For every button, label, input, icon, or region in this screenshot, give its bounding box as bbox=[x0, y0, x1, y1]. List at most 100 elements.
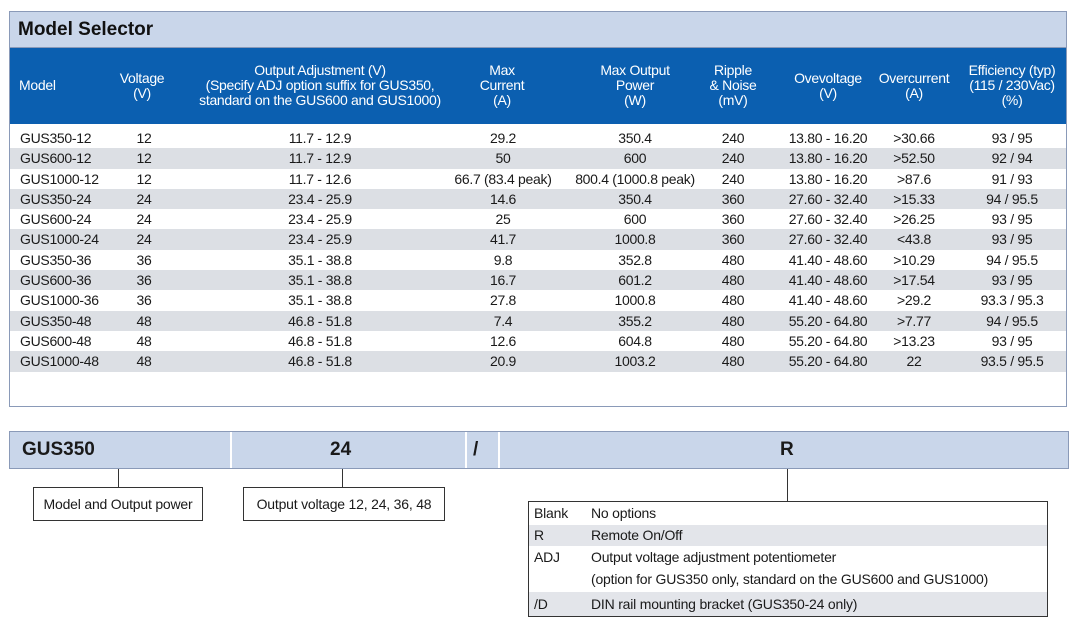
cell-voltage: 24 bbox=[136, 231, 152, 248]
cell-overcurrent: >87.6 bbox=[897, 170, 931, 187]
option-row: ADJ Output voltage adjustment potentiome… bbox=[529, 547, 1047, 568]
header-ripple-noise: Ripple & Noise (mV) bbox=[709, 62, 757, 108]
cell-overvoltage: 55.20 - 64.80 bbox=[788, 353, 868, 370]
cell-model: GUS1000-24 bbox=[20, 231, 99, 248]
table-row: GUS1000-24 24 23.4 - 25.9 41.7 1000.8 360 27.6… bbox=[9, 229, 1067, 250]
cell-voltage: 36 bbox=[136, 251, 152, 268]
cell-max-current: 7.4 bbox=[493, 312, 513, 329]
cell-voltage: 48 bbox=[136, 353, 152, 370]
cell-model: GUS600-24 bbox=[20, 211, 92, 228]
cell-max-current: 14.6 bbox=[489, 190, 517, 207]
cell-efficiency: 92 / 94 bbox=[991, 150, 1033, 167]
option-code: ADJ bbox=[534, 549, 560, 565]
cell-overcurrent: >13.23 bbox=[893, 332, 935, 349]
cell-overcurrent: >7.77 bbox=[897, 312, 931, 329]
table-row: GUS600-24 24 23.4 - 25.9 25 600 360 27.60 - 32… bbox=[9, 209, 1067, 230]
part-number-bar: GUS350 24 / R bbox=[9, 431, 1069, 469]
cell-voltage: 48 bbox=[136, 332, 152, 349]
cell-max-output-power: 604.8 bbox=[618, 332, 652, 349]
table-row: GUS350-48 48 46.8 - 51.8 7.4 355.2 480 55.20 -… bbox=[9, 310, 1067, 331]
title-bar: Model Selector bbox=[9, 11, 1067, 47]
cell-ripple-noise: 360 bbox=[721, 190, 745, 207]
cell-output-adjustment: 46.8 - 51.8 bbox=[288, 312, 352, 329]
table-row: GUS350-12 12 11.7 - 12.9 29.2 350.4 240 13.80 … bbox=[9, 128, 1067, 149]
option-code: /D bbox=[534, 596, 548, 612]
cell-model: GUS350-36 bbox=[20, 251, 92, 268]
cell-overcurrent: 22 bbox=[906, 353, 922, 370]
option-desc: Output voltage adjustment potentiometer bbox=[591, 549, 837, 565]
cell-output-adjustment: 46.8 - 51.8 bbox=[288, 353, 352, 370]
cell-max-current: 16.7 bbox=[489, 272, 517, 289]
cell-voltage: 36 bbox=[136, 272, 152, 289]
cell-efficiency: 93 / 95 bbox=[991, 130, 1033, 146]
cell-ripple-noise: 480 bbox=[721, 332, 745, 349]
cell-efficiency: 93 / 95 bbox=[991, 332, 1033, 349]
cell-max-current: 20.9 bbox=[489, 353, 517, 370]
cell-output-adjustment: 23.4 - 25.9 bbox=[288, 231, 352, 248]
table-row: GUS600-36 36 35.1 - 38.8 16.7 601.2 480 41.40 … bbox=[9, 270, 1067, 291]
table-row: GUS1000-12 12 11.7 - 12.6 66.7 (83.4 peak) 8… bbox=[9, 168, 1067, 189]
cell-overvoltage: 13.80 - 16.20 bbox=[788, 150, 868, 167]
cell-max-current: 25 bbox=[495, 211, 511, 228]
header-overcurrent: Overcurrent (A) bbox=[878, 69, 950, 101]
header-voltage: Voltage (V) bbox=[119, 69, 165, 101]
cell-output-adjustment: 35.1 - 38.8 bbox=[288, 251, 352, 268]
cell-max-current: 9.8 bbox=[493, 251, 513, 268]
model-legend-box: Model and Output power bbox=[33, 487, 203, 521]
voltage-legend-text: Output voltage 12, 24, 36, 48 bbox=[256, 496, 432, 512]
table-row: GUS1000-36 36 35.1 - 38.8 27.8 1000.8 480 41.4… bbox=[9, 290, 1067, 311]
cell-overvoltage: 41.40 - 48.60 bbox=[788, 292, 868, 309]
cell-model: GUS1000-12 bbox=[20, 170, 99, 187]
cell-voltage: 36 bbox=[136, 292, 152, 309]
pn-option: R bbox=[780, 439, 794, 460]
cell-overvoltage: 13.80 - 16.20 bbox=[788, 170, 868, 187]
cell-max-current: 41.7 bbox=[489, 231, 517, 248]
cell-ripple-noise: 240 bbox=[721, 170, 745, 187]
cell-max-current: 66.7 (83.4 peak) bbox=[454, 170, 552, 187]
cell-overvoltage: 41.40 - 48.60 bbox=[788, 272, 868, 289]
cell-voltage: 24 bbox=[136, 211, 152, 228]
cell-efficiency: 94 / 95.5 bbox=[986, 312, 1038, 329]
option-desc: (option for GUS350 only, standard on the… bbox=[591, 571, 989, 587]
cell-voltage: 12 bbox=[136, 170, 152, 187]
pn-separator: / bbox=[473, 439, 479, 460]
cell-efficiency: 94 / 95.5 bbox=[986, 251, 1038, 268]
header-efficiency: Efficiency (typ) (115 / 230Vac) (%) bbox=[968, 62, 1056, 108]
model-legend-text: Model and Output power bbox=[43, 496, 193, 512]
pn-divider bbox=[498, 432, 500, 468]
option-row: (option for GUS350 only, standard on the… bbox=[529, 568, 1047, 590]
cell-ripple-noise: 480 bbox=[721, 251, 745, 268]
cell-overvoltage: 27.60 - 32.40 bbox=[788, 190, 868, 207]
pn-divider bbox=[465, 432, 467, 468]
options-box: Blank No options R Remote On/Off ADJ Out… bbox=[528, 501, 1048, 617]
cell-max-output-power: 600 bbox=[623, 211, 647, 228]
cell-max-output-power: 350.4 bbox=[618, 130, 652, 146]
cell-model: GUS1000-36 bbox=[20, 292, 99, 309]
cell-overcurrent: >30.66 bbox=[893, 130, 935, 146]
option-desc: DIN rail mounting bracket (GUS350-24 onl… bbox=[591, 596, 858, 612]
option-row: R Remote On/Off bbox=[529, 525, 1047, 546]
table-body: GUS350-12 12 11.7 - 12.9 29.2 350.4 240 13.80 … bbox=[9, 128, 1067, 372]
cell-max-current: 29.2 bbox=[489, 130, 517, 146]
cell-output-adjustment: 23.4 - 25.9 bbox=[288, 211, 352, 228]
option-desc: Remote On/Off bbox=[591, 527, 683, 543]
cell-overvoltage: 13.80 - 16.20 bbox=[788, 130, 868, 146]
cell-overcurrent: >52.50 bbox=[893, 150, 935, 167]
cell-efficiency: 91 / 93 bbox=[991, 170, 1033, 187]
option-row: Blank No options bbox=[529, 502, 1047, 524]
cell-ripple-noise: 480 bbox=[721, 272, 745, 289]
cell-output-adjustment: 46.8 - 51.8 bbox=[288, 332, 352, 349]
cell-overcurrent: <43.8 bbox=[897, 231, 931, 248]
cell-output-adjustment: 11.7 - 12.6 bbox=[288, 170, 352, 187]
cell-max-output-power: 1000.8 bbox=[614, 292, 656, 309]
cell-overvoltage: 27.60 - 32.40 bbox=[788, 231, 868, 248]
connector-line bbox=[342, 469, 343, 488]
table-row: GUS350-24 24 23.4 - 25.9 14.6 350.4 360 27.60 … bbox=[9, 188, 1067, 210]
cell-model: GUS350-24 bbox=[20, 190, 92, 207]
cell-overvoltage: 55.20 - 64.80 bbox=[788, 312, 868, 329]
pn-divider bbox=[230, 432, 232, 468]
cell-max-output-power: 352.8 bbox=[618, 251, 652, 268]
cell-overcurrent: >15.33 bbox=[893, 190, 935, 207]
cell-efficiency: 93 / 95 bbox=[991, 272, 1033, 289]
cell-output-adjustment: 11.7 - 12.9 bbox=[288, 150, 352, 167]
